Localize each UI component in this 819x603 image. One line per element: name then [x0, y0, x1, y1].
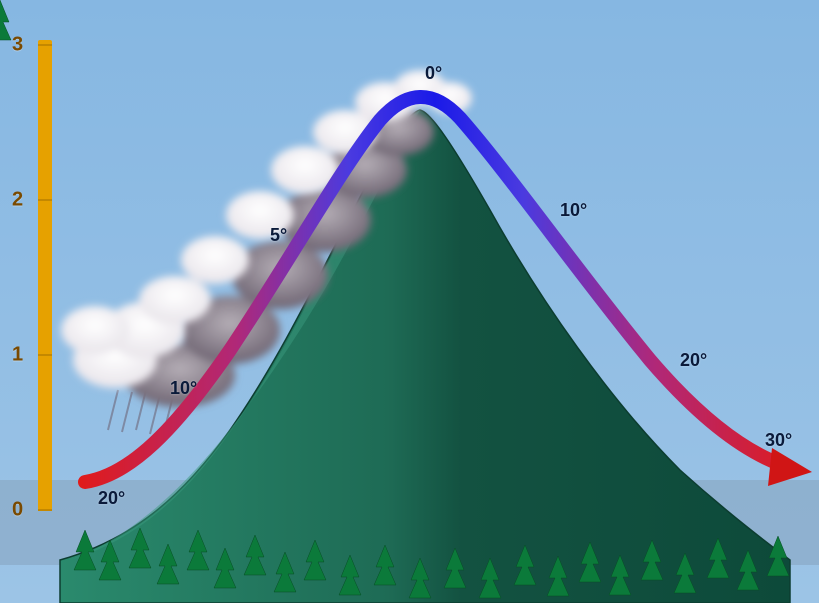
scale-label-0: 0: [12, 499, 23, 522]
temp-label-10-windward: 10°: [170, 378, 197, 399]
temp-label-30-leeward: 30°: [765, 430, 792, 451]
foehn-diagram: 3 2 1 0 20° 10° 5° 0° 10° 20° 30°: [0, 0, 819, 603]
temp-label-20-windward: 20°: [98, 488, 125, 509]
scene-svg: [0, 0, 819, 603]
altitude-scale-bar: [38, 40, 52, 510]
temp-label-10-leeward: 10°: [560, 200, 587, 221]
scale-label-3: 3: [12, 34, 23, 57]
scale-label-2: 2: [12, 189, 23, 212]
scale-label-1: 1: [12, 344, 23, 367]
temp-label-20-leeward: 20°: [680, 350, 707, 371]
temp-label-0-summit: 0°: [425, 63, 442, 84]
temp-label-5-windward: 5°: [270, 225, 287, 246]
